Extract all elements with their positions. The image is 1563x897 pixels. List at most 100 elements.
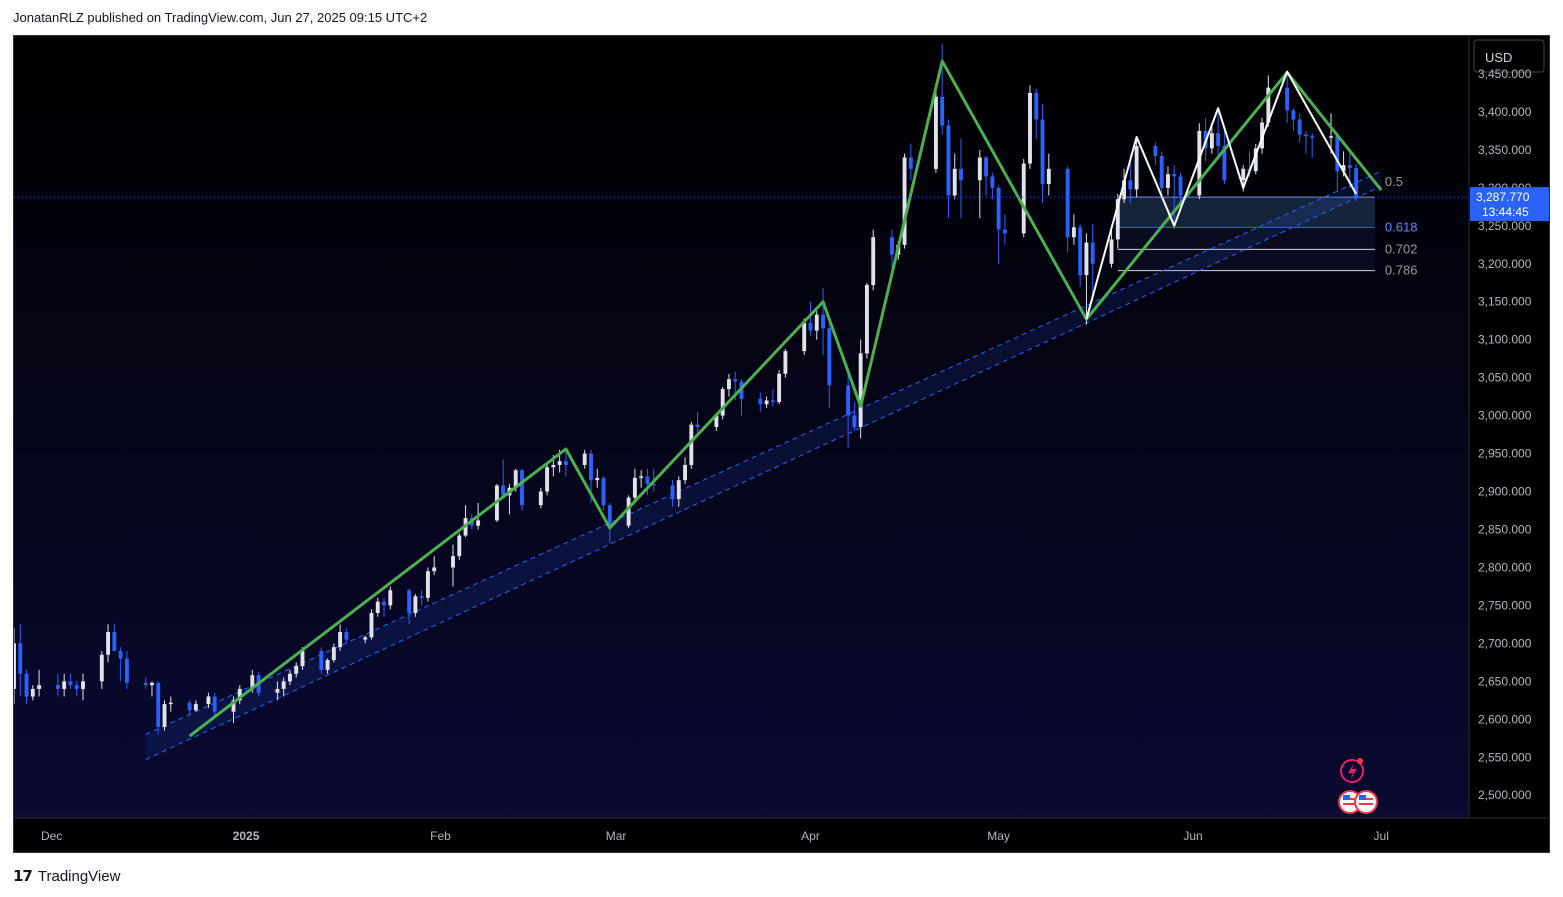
candle[interactable] (984, 157, 989, 177)
candle[interactable] (864, 285, 869, 354)
candle[interactable] (520, 470, 524, 506)
candle[interactable] (607, 505, 612, 526)
candle[interactable] (770, 400, 775, 402)
candle[interactable] (589, 453, 593, 481)
candle[interactable] (338, 631, 343, 648)
candle[interactable] (162, 704, 167, 727)
candle[interactable] (933, 96, 938, 169)
candle[interactable] (1078, 227, 1083, 276)
candle[interactable] (1021, 163, 1026, 234)
candle[interactable] (1347, 165, 1352, 169)
candle[interactable] (193, 704, 198, 711)
candle[interactable] (1109, 239, 1114, 264)
candle[interactable] (124, 658, 129, 683)
candle[interactable] (419, 596, 424, 598)
candle[interactable] (451, 556, 455, 568)
candle[interactable] (1071, 227, 1076, 238)
candle[interactable] (231, 700, 236, 712)
candle[interactable] (30, 688, 35, 697)
candle[interactable] (808, 322, 813, 331)
candle[interactable] (940, 96, 945, 126)
candle[interactable] (112, 631, 117, 651)
candle[interactable] (150, 682, 154, 686)
time-scale[interactable] (14, 818, 1549, 852)
candle[interactable] (1303, 134, 1308, 137)
candle[interactable] (1335, 136, 1340, 172)
candle[interactable] (1172, 174, 1177, 177)
candle[interactable] (1253, 148, 1258, 172)
candle[interactable] (777, 373, 782, 402)
candle[interactable] (683, 464, 688, 481)
tradingview-brand[interactable]: TradingView (37, 867, 121, 885)
candle[interactable] (977, 157, 982, 181)
candle[interactable] (18, 643, 23, 674)
candle[interactable] (344, 631, 349, 640)
candle[interactable] (720, 389, 725, 416)
candle[interactable] (62, 681, 67, 689)
candle[interactable] (952, 168, 957, 196)
candle[interactable] (363, 637, 368, 640)
candle[interactable] (37, 685, 42, 689)
candle[interactable] (1040, 119, 1045, 185)
candle[interactable] (425, 571, 430, 598)
candle[interactable] (639, 476, 644, 478)
candle[interactable] (1266, 87, 1271, 123)
candle[interactable] (733, 379, 738, 382)
candle[interactable] (695, 424, 700, 427)
candle[interactable] (1222, 146, 1227, 181)
candle[interactable] (846, 385, 851, 416)
candle[interactable] (814, 314, 819, 331)
candle[interactable] (902, 157, 907, 245)
candle[interactable] (959, 168, 963, 181)
candle[interactable] (294, 666, 299, 674)
candle[interactable] (557, 461, 562, 465)
candle[interactable] (645, 476, 650, 484)
candle[interactable] (382, 601, 386, 606)
candle[interactable] (168, 702, 173, 705)
price-chart[interactable]: USD 0.5 0.618 0.702 0.786 2,500.000 2,550.00… (14, 36, 1549, 852)
candle[interactable] (187, 702, 192, 711)
us-flag-icon[interactable] (1338, 790, 1378, 814)
candle[interactable] (802, 322, 807, 352)
candle[interactable] (1122, 180, 1127, 200)
candle[interactable] (74, 685, 79, 689)
candle[interactable] (1002, 229, 1007, 234)
candle[interactable] (689, 424, 694, 465)
candle[interactable] (250, 675, 255, 689)
candle[interactable] (476, 520, 481, 526)
candle[interactable] (1153, 146, 1158, 156)
candle[interactable] (1084, 242, 1089, 276)
candle[interactable] (1178, 176, 1183, 196)
candle[interactable] (601, 477, 606, 506)
candle[interactable] (325, 660, 330, 670)
candle[interactable] (118, 650, 123, 659)
candle[interactable] (783, 351, 788, 374)
candle[interactable] (990, 176, 995, 188)
candle[interactable] (1034, 92, 1039, 120)
candle[interactable] (758, 398, 763, 405)
candle[interactable] (388, 590, 393, 606)
candle[interactable] (206, 696, 211, 705)
candle[interactable] (1216, 133, 1221, 147)
candle[interactable] (288, 673, 292, 682)
candle[interactable] (670, 485, 675, 500)
channel-lower-line[interactable] (145, 185, 1382, 760)
candle[interactable] (1128, 180, 1133, 190)
candle[interactable] (858, 353, 863, 427)
candle[interactable] (651, 483, 656, 486)
candle[interactable] (582, 453, 587, 465)
candle[interactable] (1046, 168, 1051, 185)
currency-box[interactable] (1473, 39, 1545, 73)
candle[interactable] (300, 650, 305, 667)
candle[interactable] (1090, 242, 1095, 264)
pattern-line[interactable] (1085, 70, 1357, 320)
zigzag-line[interactable] (188, 59, 1383, 738)
candle[interactable] (563, 461, 568, 465)
candle[interactable] (551, 464, 556, 468)
candle[interactable] (727, 379, 731, 390)
candle[interactable] (632, 477, 637, 498)
candle[interactable] (871, 237, 876, 286)
candle[interactable] (595, 477, 600, 481)
candle[interactable] (432, 567, 437, 572)
last-price-tag[interactable] (1470, 187, 1549, 222)
